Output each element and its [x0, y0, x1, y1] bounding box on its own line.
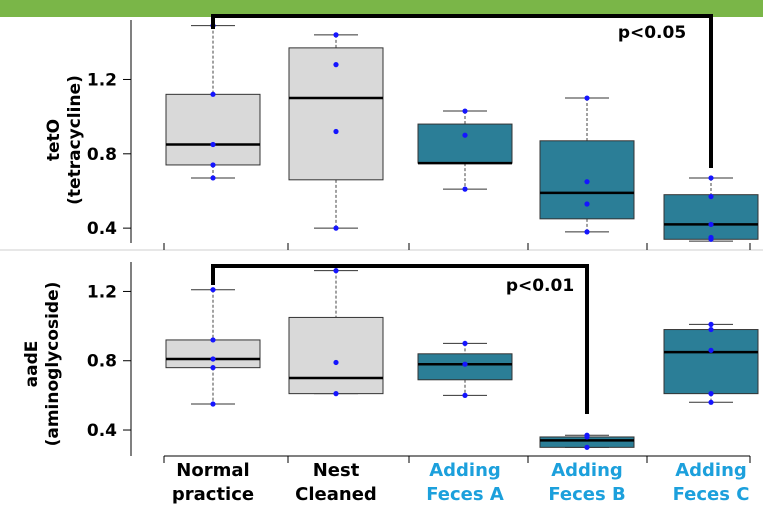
- box-iqr: [417, 123, 513, 164]
- box-1: [165, 287, 261, 407]
- category-label-line1: Nest: [313, 460, 360, 481]
- data-point: [462, 340, 468, 347]
- data-point: [462, 186, 468, 192]
- category-label-line1: Normal: [176, 460, 249, 481]
- significance-top: p<0.05: [211, 14, 713, 168]
- box-iqr: [165, 93, 261, 166]
- box-iqr: [288, 47, 384, 181]
- significance-bracket: [211, 264, 589, 414]
- box-iqr: [663, 329, 759, 395]
- data-point: [210, 365, 216, 371]
- y-ticks-bottom: 0.4 0.8 1.2: [87, 282, 131, 441]
- data-point: [584, 95, 590, 101]
- data-point: [462, 361, 468, 367]
- data-point: [333, 62, 339, 68]
- y-tick-label: 0.8: [87, 145, 117, 165]
- box-4: [539, 95, 635, 235]
- data-point: [210, 287, 216, 293]
- data-point: [210, 401, 216, 407]
- box-iqr: [165, 339, 261, 369]
- box-1: [165, 22, 261, 181]
- data-point: [708, 193, 714, 200]
- ylabel-bottom-line1: aadE: [22, 341, 42, 388]
- y-tick-label: 0.8: [87, 352, 117, 372]
- y-ticks-top: 0.4 0.8 1.2: [87, 70, 131, 239]
- ylabel-top-line2: (tetracycline): [65, 75, 85, 205]
- y-tick-label: 1.2: [87, 282, 117, 302]
- x-labels: Normal practice Nest Cleaned Adding Feces A Ad…: [172, 460, 750, 505]
- data-point: [708, 326, 714, 333]
- data-point: [708, 347, 714, 353]
- data-point: [210, 141, 216, 148]
- data-point: [584, 444, 590, 450]
- header-banner: [0, 0, 763, 17]
- category-label-line2: practice: [172, 484, 254, 505]
- box-iqr: [288, 316, 384, 395]
- data-point: [333, 391, 339, 397]
- data-point: [210, 162, 216, 168]
- data-point: [210, 91, 216, 97]
- y-tick-label: 0.4: [87, 219, 117, 239]
- data-point: [210, 356, 216, 362]
- panel-bottom: aadE (aminoglycoside) 0.4 0.8 1.2 p<0.01: [22, 262, 759, 456]
- data-point: [210, 337, 216, 343]
- y-tick-label: 1.2: [87, 70, 117, 90]
- x-axis: Normal practice Nest Cleaned Adding Feces A Ad…: [163, 243, 751, 505]
- category-label-line1: Adding: [429, 460, 501, 481]
- panel-top: tetO (tetracycline) 0.4 0.8 1.2 p<0.05: [44, 14, 759, 243]
- data-point: [708, 236, 714, 242]
- data-point: [333, 225, 339, 231]
- data-point: [462, 392, 468, 398]
- boxes-top: [165, 22, 759, 242]
- data-point: [333, 32, 339, 38]
- box-3: [417, 340, 513, 398]
- data-point: [708, 391, 714, 397]
- data-point: [584, 434, 590, 440]
- category-label-line2: Feces C: [673, 484, 750, 505]
- box-5: [663, 321, 759, 405]
- x-ticks: [163, 243, 751, 463]
- category-label-line1: Adding: [675, 460, 747, 481]
- ylabel-bottom-line2: (aminoglycoside): [43, 282, 63, 447]
- data-point: [462, 108, 468, 114]
- category-label-line2: Feces A: [426, 484, 504, 505]
- significance-label: p<0.01: [506, 276, 574, 296]
- data-point: [708, 399, 714, 405]
- data-point: [708, 221, 714, 228]
- box-2: [288, 32, 384, 231]
- data-point: [333, 268, 339, 274]
- ylabel-top-line1: tetO: [44, 119, 64, 161]
- category-label-line2: Feces B: [548, 484, 625, 505]
- data-point: [210, 175, 216, 181]
- box-2: [288, 268, 384, 397]
- data-point: [584, 201, 590, 207]
- significance-bottom: p<0.01: [211, 264, 589, 414]
- box-5: [663, 175, 759, 242]
- data-point: [708, 175, 714, 181]
- data-point: [333, 128, 339, 135]
- box-4: [539, 432, 635, 450]
- data-point: [584, 229, 590, 235]
- y-tick-label: 0.4: [87, 421, 117, 441]
- category-label-line1: Adding: [551, 460, 623, 481]
- data-point: [333, 359, 339, 366]
- box-3: [417, 108, 513, 192]
- data-point: [708, 321, 714, 327]
- category-label-line2: Cleaned: [295, 484, 377, 505]
- box-iqr: [663, 194, 759, 240]
- boxes-bottom: [165, 268, 759, 450]
- significance-label: p<0.05: [618, 23, 686, 43]
- significance-bracket: [211, 14, 713, 168]
- data-point: [462, 132, 468, 138]
- data-point: [584, 179, 590, 185]
